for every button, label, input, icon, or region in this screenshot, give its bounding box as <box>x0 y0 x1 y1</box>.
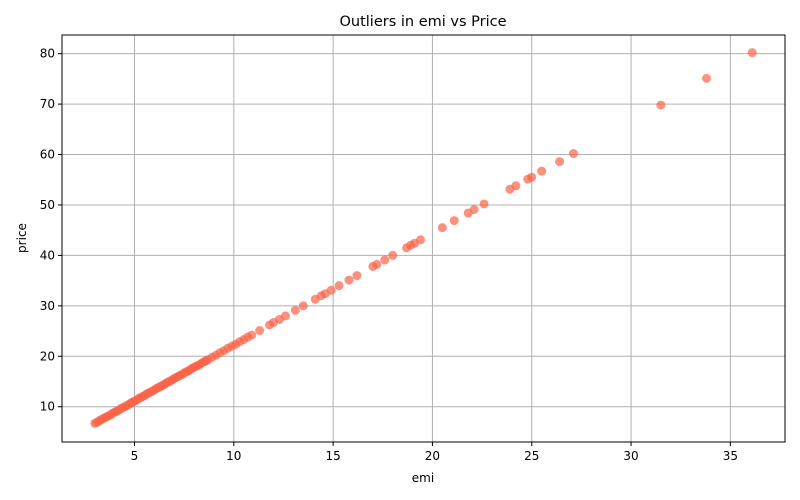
scatter-point <box>747 48 757 58</box>
y-tick-label: 50 <box>40 198 55 212</box>
x-tick-label: 30 <box>623 449 638 463</box>
scatter-point <box>380 255 390 265</box>
scatter-point <box>280 311 290 321</box>
y-axis-label: price <box>15 223 29 253</box>
scatter-points <box>90 48 757 428</box>
scatter-point <box>555 157 565 167</box>
scatter-point <box>568 149 578 159</box>
scatter-point <box>255 326 265 336</box>
y-tick-label: 10 <box>40 400 55 414</box>
scatter-point <box>334 281 344 291</box>
scatter-point <box>388 250 398 260</box>
x-tick-label: 15 <box>325 449 340 463</box>
x-tick-label: 25 <box>524 449 539 463</box>
scatter-point <box>298 301 308 311</box>
scatter-point <box>372 259 382 269</box>
x-tick-label: 20 <box>425 449 440 463</box>
x-tick-label: 10 <box>226 449 241 463</box>
scatter-point <box>469 205 479 215</box>
x-tick-label: 35 <box>723 449 738 463</box>
y-tick-label: 60 <box>40 148 55 162</box>
scatter-point <box>326 285 336 295</box>
scatter-point <box>656 100 666 110</box>
scatter-point <box>416 235 426 245</box>
scatter-point <box>511 181 521 191</box>
y-tick-label: 80 <box>40 47 55 61</box>
y-tick-label: 70 <box>40 97 55 111</box>
scatter-point <box>352 271 362 281</box>
y-tick-label: 20 <box>40 349 55 363</box>
scatter-point <box>537 166 547 176</box>
scatter-point <box>437 223 447 233</box>
scatter-point <box>344 275 354 285</box>
plot-frame <box>61 34 786 443</box>
scatter-point <box>247 330 257 340</box>
scatter-point <box>479 199 489 209</box>
scatter-point <box>290 305 300 315</box>
chart-title: Outliers in emi vs Price <box>339 14 506 30</box>
y-tick-label: 30 <box>40 299 55 313</box>
x-tick-label: 5 <box>131 449 139 463</box>
y-axis-ticks: 10 20 30 40 50 60 70 80 <box>40 47 62 414</box>
y-tick-label: 40 <box>40 248 55 262</box>
x-axis-label: emi <box>412 471 434 485</box>
scatter-point <box>449 216 459 226</box>
x-axis-ticks: 5 10 15 20 25 30 35 <box>131 442 738 463</box>
scatter-point <box>702 73 712 83</box>
scatter-point <box>527 172 537 182</box>
